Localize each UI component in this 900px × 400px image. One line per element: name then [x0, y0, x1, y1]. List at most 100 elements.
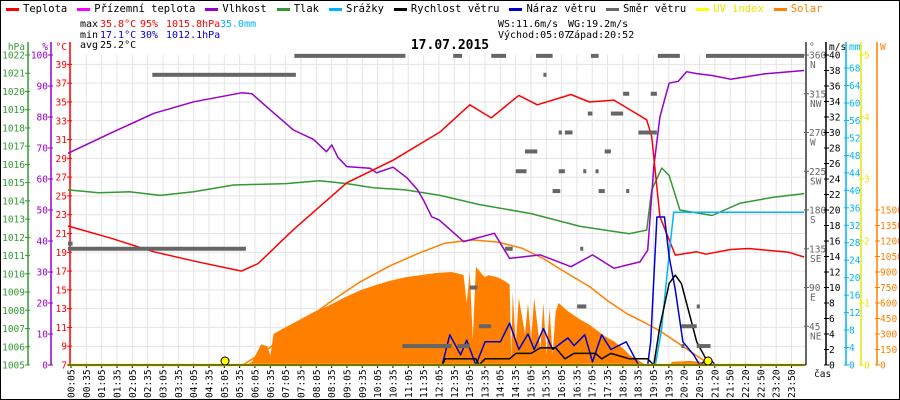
legend-label: Náraz větru — [526, 3, 596, 15]
temperature-axis-tick-label: 27 — [56, 173, 67, 184]
rain-axis-tick-label: 44 — [849, 168, 861, 179]
hpa-axis-tick-label: 1006 — [2, 342, 25, 353]
legend-swatch — [393, 7, 407, 11]
rain-axis-tick-label: 36 — [849, 203, 861, 214]
wind-speed-axis-unit: m/s — [829, 42, 846, 53]
rain-axis-tick-label: 60 — [849, 99, 861, 110]
wind-direction-mark — [402, 344, 452, 349]
solar-axis-tick-label: 900 — [880, 268, 897, 279]
legend-item-wind-speed: Rychlost větru — [393, 2, 499, 16]
compass-label: N — [810, 60, 816, 71]
compass-label: SE — [810, 254, 822, 265]
temperature-axis-tick-label: 39 — [56, 60, 68, 71]
wind-speed-axis-tick-label: 26 — [829, 159, 841, 170]
wind-speed-axis-tick-label: 40 — [829, 51, 841, 62]
min-temperature: 17.1°C — [100, 30, 137, 41]
compass-label: NE — [810, 331, 822, 342]
temperature-axis-tick-label: 31 — [56, 135, 68, 146]
legend-swatch — [205, 7, 219, 11]
wind-direction-mark — [681, 324, 697, 329]
x-tick-label: 15:35 — [542, 369, 553, 398]
series-n-raz-v-tru-line — [441, 216, 716, 366]
x-tick-label: 19:35 — [664, 369, 675, 398]
legend-label: Srážky — [345, 3, 384, 15]
x-tick-label: 09:35 — [358, 369, 369, 398]
x-axis-label: čas — [814, 369, 831, 380]
wind-direction-mark — [681, 344, 685, 349]
x-tick-label: 06:35 — [266, 369, 277, 398]
legend-item-wind-direction: Směr větru — [605, 2, 687, 16]
hpa-axis-tick-label: 1009 — [2, 288, 25, 299]
temperature-axis-tick-label: 23 — [56, 210, 67, 221]
humidity-axis-tick-label: 80 — [37, 113, 49, 124]
hpa-axis-tick-label: 1019 — [2, 105, 25, 116]
x-tick-label: 16:35 — [572, 369, 583, 398]
compass-label: E — [810, 293, 816, 304]
legend-swatch — [696, 7, 710, 11]
legend-label: Přízemní teplota — [94, 3, 196, 15]
x-tick-label: 05:05 — [220, 369, 231, 398]
wind-direction-mark — [626, 189, 630, 194]
x-tick-label: 06:05 — [250, 369, 261, 398]
wind-direction-mark — [543, 72, 547, 77]
wind-speed-axis-tick-label: 32 — [829, 113, 840, 124]
wind-speed-axis-tick-label: 38 — [829, 66, 841, 77]
x-tick-label: 08:35 — [327, 369, 338, 398]
x-tick-label: 21:50 — [726, 369, 737, 398]
legend-item-temperature: Teplota — [6, 2, 67, 16]
wind-speed-axis-tick-label: 14 — [829, 252, 841, 263]
x-tick-label: 20:50 — [695, 369, 706, 398]
hpa-axis-tick-label: 1017 — [2, 142, 25, 153]
temperature-axis-tick-label: 25 — [56, 191, 67, 202]
legend-swatch — [509, 7, 523, 11]
humidity-axis-tick-label: 70 — [37, 144, 49, 155]
series-solar-teoretick--line — [242, 239, 713, 366]
chart-title: 17.07.2015 — [410, 38, 490, 53]
series-tlak-line — [67, 167, 805, 235]
legend-label: UV index — [713, 3, 764, 15]
legend-item-pressure: Tlak — [276, 2, 319, 16]
wind-speed-axis-tick-label: 20 — [829, 206, 841, 217]
compass-label: SW — [810, 176, 822, 187]
legend-label: Teplota — [23, 3, 68, 15]
rain-axis-tick-label: 16 — [849, 291, 861, 302]
legend-label: Směr větru — [622, 3, 687, 15]
legend-item-wind-gust: Náraz větru — [509, 2, 596, 16]
x-tick-label: 00:35 — [82, 369, 93, 398]
x-tick-label: 19:05 — [649, 369, 660, 398]
x-tick-label: 15:05 — [526, 369, 537, 398]
rain-axis-tick-label: 12 — [849, 308, 860, 319]
rain-axis-tick-label: 48 — [849, 151, 861, 162]
x-tick-label: 00:05 — [67, 369, 78, 398]
legend-swatch — [276, 7, 290, 11]
humidity-axis-tick-label: 40 — [37, 237, 49, 248]
wind-speed-axis-tick-label: 18 — [829, 221, 841, 232]
wind-direction-mark — [524, 149, 538, 154]
wind-direction-mark — [577, 304, 587, 309]
solar-axis-tick-label: 1050 — [880, 252, 900, 263]
solar-axis-tick-label: 600 — [880, 299, 897, 310]
wind-direction-mark — [650, 91, 657, 96]
temperature-axis-unit: °C — [56, 42, 67, 53]
wind-direction-mark — [457, 344, 470, 349]
x-tick-label: 03:05 — [158, 369, 169, 398]
rain-axis-unit: mm — [849, 42, 861, 53]
legend-swatch — [6, 7, 19, 11]
temperature-axis-tick-label: 7 — [61, 361, 67, 372]
humidity-axis-tick-label: 30 — [37, 268, 49, 279]
wind-direction-mark — [598, 189, 605, 194]
hpa-axis-tick-label: 1010 — [2, 269, 25, 280]
x-tick-label: 20:20 — [680, 369, 691, 398]
wind-direction-mark — [294, 53, 406, 58]
wind-direction-axis-tick-label: 90 — [809, 283, 821, 294]
wind-direction-mark — [590, 53, 599, 58]
x-tick-label: 13:35 — [480, 369, 491, 398]
wind-speed-axis-tick-label: 2 — [829, 345, 835, 356]
temperature-axis-tick-label: 15 — [56, 285, 67, 296]
hpa-axis-tick-label: 1005 — [2, 361, 25, 372]
solar-axis-tick-label: 1350 — [880, 221, 900, 232]
avg-temperature: 25.2°C — [100, 40, 137, 51]
x-tick-label: 23:20 — [772, 369, 783, 398]
wind-speed-axis-tick-label: 34 — [829, 97, 841, 108]
wind-direction-mark — [696, 304, 700, 309]
